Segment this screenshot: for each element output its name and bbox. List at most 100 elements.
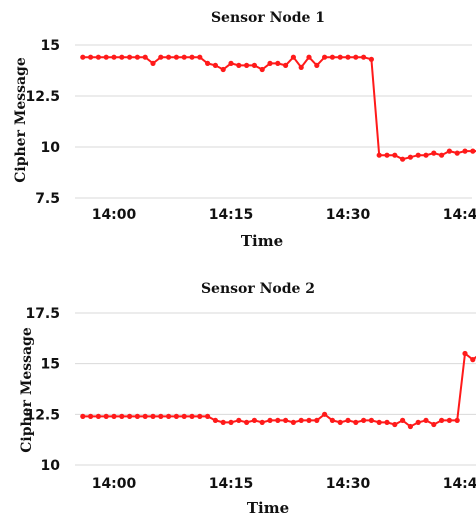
- chart2-data-point: [345, 417, 351, 423]
- chart1-data-point: [244, 62, 250, 68]
- chart1-data-point: [228, 60, 234, 66]
- chart1-data-point: [337, 54, 343, 60]
- chart2-data-point: [454, 417, 460, 423]
- chart2-data-point: [236, 417, 242, 423]
- chart1-x-tick-label: 14:30: [326, 207, 371, 223]
- chart1-data-point: [236, 62, 242, 68]
- chart1-data-point: [298, 64, 304, 70]
- chart1-data-point: [181, 54, 187, 60]
- chart1-data-point: [275, 60, 281, 66]
- chart1-data-point: [423, 152, 429, 158]
- chart1-y-tick-label: 12.5: [25, 89, 60, 105]
- chart1-data-point: [80, 54, 86, 60]
- chart1-data-point: [361, 54, 367, 60]
- chart1-plot: 7.5 10 12.5 15 14:00 14:15 14:30 14:45: [25, 38, 476, 223]
- chart1-data-point: [415, 152, 421, 158]
- chart1-data-point: [384, 152, 390, 158]
- chart2-data-point: [400, 417, 406, 423]
- chart2-data-point: [95, 413, 101, 419]
- chart2-x-axis-label: Time: [247, 499, 289, 517]
- chart1-data-point: [407, 154, 413, 160]
- chart1-data-point: [88, 54, 94, 60]
- chart2-data-point: [189, 413, 195, 419]
- chart1-title: Sensor Node 1: [211, 10, 325, 26]
- chart1-data-point: [306, 54, 312, 60]
- chart2-data-point: [314, 417, 320, 423]
- chart2-data-point: [181, 413, 187, 419]
- chart1-data-point: [205, 60, 211, 66]
- chart1-data-point: [322, 54, 328, 60]
- chart1-data-point: [166, 54, 172, 60]
- chart2-data-point: [166, 413, 172, 419]
- chart1-data-point: [142, 54, 148, 60]
- chart2-data-point: [407, 423, 413, 430]
- chart2-data-point: [251, 417, 257, 423]
- chart2-data-point: [275, 417, 281, 423]
- chart2-data-point: [197, 413, 203, 419]
- chart2-x-tick-label: 14:00: [92, 476, 137, 492]
- chart1-data-point: [470, 148, 476, 154]
- chart1-data-point: [314, 62, 320, 68]
- chart1-data-point: [103, 54, 109, 60]
- chart1-data-point: [345, 54, 351, 60]
- chart2-y-tick-label: 17.5: [25, 306, 60, 322]
- chart2-data-point: [134, 413, 140, 419]
- chart1-data-point: [173, 54, 179, 60]
- chart2-data-point: [283, 417, 289, 423]
- chart2-data-point: [158, 413, 164, 419]
- chart2-data-point: [337, 419, 343, 425]
- chart1-data-point: [353, 54, 359, 60]
- chart2-data-point: [384, 419, 390, 425]
- chart1-data-point: [212, 62, 218, 68]
- chart1-data-point: [259, 66, 265, 73]
- chart2-y-tick-label: 12.5: [25, 407, 60, 423]
- chart2-data-point: [228, 419, 234, 425]
- chart2-data-point: [439, 417, 445, 423]
- chart1-data-point: [119, 54, 125, 60]
- chart1-data-point: [95, 54, 101, 60]
- chart1-data-point: [283, 62, 289, 68]
- chart2-y-tick-label: 15: [41, 357, 60, 373]
- chart2-data-point: [446, 417, 452, 423]
- chart2-data-point: [220, 419, 226, 425]
- chart1-x-tick-label: 14:15: [209, 207, 254, 223]
- chart2-data-point: [470, 357, 476, 363]
- chart2-data-point: [267, 417, 273, 423]
- chart1-data-point: [400, 156, 406, 162]
- chart1-data-point: [127, 54, 133, 60]
- chart1-y-tick-label: 15: [41, 38, 60, 54]
- chart2-x-tick-label: 14:45: [443, 476, 476, 492]
- chart1-data-point: [290, 54, 296, 60]
- chart1-data-point: [368, 56, 374, 62]
- chart1-data-point: [189, 54, 195, 60]
- chart2-data-point: [80, 413, 86, 419]
- chart1-y-axis-label: Cipher Message: [13, 57, 29, 183]
- chart2-y-tick-label: 10: [41, 458, 61, 474]
- chart1-data-point: [111, 54, 117, 60]
- chart2-data-point: [376, 419, 382, 425]
- chart1-x-tick-label: 14:45: [443, 207, 476, 223]
- chart2-x-tick-label: 14:30: [326, 476, 371, 492]
- chart2-data-point: [119, 413, 125, 419]
- chart2-data-point: [431, 421, 437, 428]
- chart1-x-tick-label: 14:00: [92, 207, 137, 223]
- chart1-y-tick-label: 7.5: [35, 191, 60, 207]
- chart2-data-point: [298, 417, 304, 423]
- chart1-data-point: [329, 54, 335, 60]
- chart1-data-point: [197, 54, 203, 60]
- chart2-data-point: [353, 419, 359, 425]
- chart2-data-point: [322, 411, 328, 417]
- chart1-data-point: [150, 60, 156, 66]
- chart1-data-point: [446, 148, 452, 154]
- chart2-data-point: [150, 413, 156, 419]
- chart1-data-point: [220, 66, 226, 73]
- chart2-series-line: [82, 351, 476, 428]
- chart2-data-point: [212, 417, 218, 423]
- chart1-data-point: [158, 54, 164, 60]
- chart2-data-point: [205, 413, 211, 419]
- chart1-data-point: [431, 150, 437, 156]
- chart2-data-point: [259, 419, 265, 425]
- chart2-title: Sensor Node 2: [201, 281, 315, 297]
- chart2-data-point: [329, 417, 335, 423]
- chart2-data-point: [290, 419, 296, 425]
